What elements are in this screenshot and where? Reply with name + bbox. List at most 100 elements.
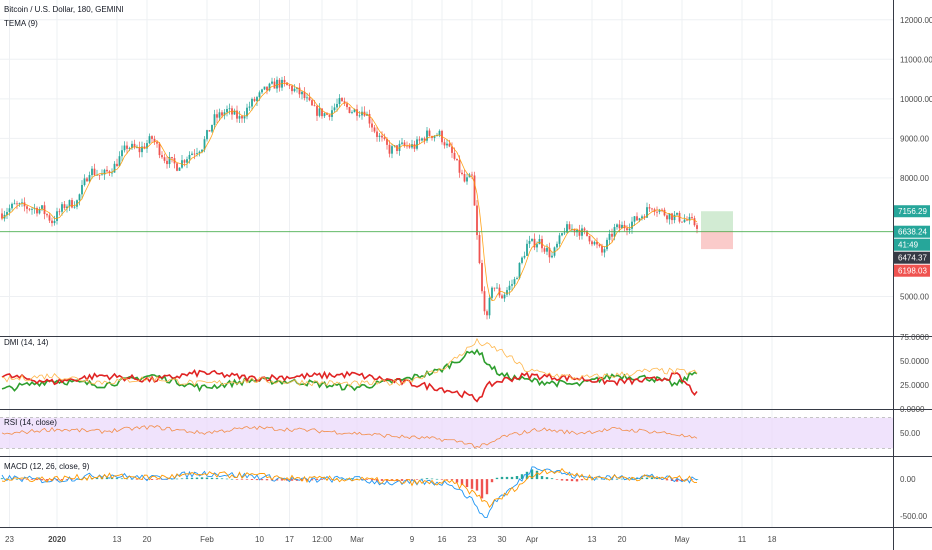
candle-body <box>693 218 696 226</box>
macd-histogram-bar <box>20 479 24 480</box>
dmi-pane[interactable] <box>1 337 698 403</box>
price-badge <box>894 238 930 251</box>
candle-body <box>446 143 448 146</box>
macd-histogram-bar <box>120 478 124 480</box>
candle-body <box>563 232 566 234</box>
candle-body <box>358 115 361 117</box>
price-badge <box>894 251 930 264</box>
candle-body <box>676 212 678 215</box>
dmi-plus-line <box>1 348 698 393</box>
macd-pane[interactable] <box>0 466 699 519</box>
candle-body <box>538 238 541 245</box>
candle-body <box>361 111 363 116</box>
candle-body <box>558 235 561 244</box>
time-axis[interactable]: 23 2020 13 20 Feb 10 17 12:00 Mar 9 16 23 30 Apr 13 20 M… <box>5 535 777 544</box>
candle-body <box>548 247 551 258</box>
macd-histogram-bar <box>595 478 599 480</box>
candle-body <box>391 146 393 154</box>
time-tick-label: 9 <box>410 535 415 544</box>
time-tick-label: 13 <box>113 535 122 544</box>
candle-body <box>208 130 211 132</box>
candle-body <box>23 202 26 207</box>
candle-body <box>113 163 116 173</box>
candle-body <box>646 207 648 218</box>
dmi-adx-line <box>1 337 698 388</box>
rsi-label: RSI (14, close) <box>4 418 57 427</box>
candle-body <box>233 110 236 115</box>
candle-body <box>436 135 438 137</box>
candle-body <box>313 105 316 107</box>
macd-histogram-bar <box>255 479 259 481</box>
candle-body <box>381 135 383 138</box>
candle-body <box>66 206 68 209</box>
symbol-title: Bitcoin / U.S. Dollar, 180, GEMINI <box>4 5 124 14</box>
candle-body <box>663 209 666 216</box>
candle-body <box>323 113 326 117</box>
candle-body <box>528 240 531 244</box>
candle-body <box>423 138 426 141</box>
candle-body <box>163 157 166 161</box>
macd-histogram-bar <box>40 479 44 481</box>
candle-body <box>111 172 113 174</box>
candle-body <box>108 171 111 173</box>
candle-body <box>671 213 673 221</box>
candle-body <box>191 153 193 155</box>
candle-body <box>416 139 418 149</box>
candle-body <box>263 86 266 90</box>
macd-histogram-bar <box>550 478 554 480</box>
time-tick-label: 13 <box>588 535 597 544</box>
macd-histogram-bar <box>500 476 504 480</box>
candle-body <box>338 98 341 104</box>
candle-body <box>643 216 646 218</box>
candle-body <box>236 110 238 119</box>
candle-body <box>346 103 348 108</box>
candle-body <box>51 220 53 224</box>
macd-histogram-bar <box>345 478 349 480</box>
candle-body <box>201 149 203 152</box>
macd-histogram-bar <box>645 477 649 480</box>
candle-body <box>638 218 641 221</box>
macd-histogram-bar <box>75 479 79 480</box>
macd-histogram-bar <box>370 479 374 481</box>
price-badge-label: 7156.29 <box>898 207 927 216</box>
candle-body <box>186 159 188 163</box>
candle-body <box>603 249 606 253</box>
candle-body <box>156 142 158 144</box>
candle-body <box>56 211 58 221</box>
candle-body <box>656 211 658 213</box>
candle-body <box>28 208 31 210</box>
candle-body <box>168 157 171 165</box>
macd-histogram-bar <box>540 476 544 480</box>
macd-histogram-bar <box>45 479 49 481</box>
candle-body <box>46 214 48 216</box>
candle-body <box>593 241 596 245</box>
candle-body <box>26 206 28 209</box>
candle-body <box>118 156 121 167</box>
macd-histogram-bar <box>515 476 519 480</box>
candle-body <box>598 244 601 247</box>
candle-body <box>248 106 251 108</box>
candle-body <box>133 143 136 148</box>
candle-body <box>206 130 208 140</box>
macd-histogram-bar <box>215 478 219 480</box>
macd-histogram-bar <box>495 477 499 480</box>
position-profit-zone[interactable] <box>701 211 733 232</box>
candle-body <box>298 87 301 95</box>
price-axis[interactable]: 12000.00 11000.00 10000.00 9000.00 8000.00 50… <box>894 16 932 521</box>
rsi-pane[interactable] <box>0 417 893 449</box>
time-tick-label: 11 <box>738 535 747 544</box>
position-loss-zone[interactable] <box>701 231 733 250</box>
macd-histogram-bar <box>435 478 439 480</box>
candle-body <box>476 205 478 236</box>
candle-body <box>53 220 56 224</box>
candle-body <box>88 175 91 182</box>
candle-body <box>348 107 351 113</box>
macd-histogram-bar <box>430 478 434 480</box>
candle-body <box>293 88 296 92</box>
candle-body <box>211 125 213 132</box>
price-pane[interactable] <box>0 76 893 320</box>
macd-histogram-bar <box>210 477 214 480</box>
candle-body <box>588 235 591 242</box>
candle-body <box>686 219 688 221</box>
